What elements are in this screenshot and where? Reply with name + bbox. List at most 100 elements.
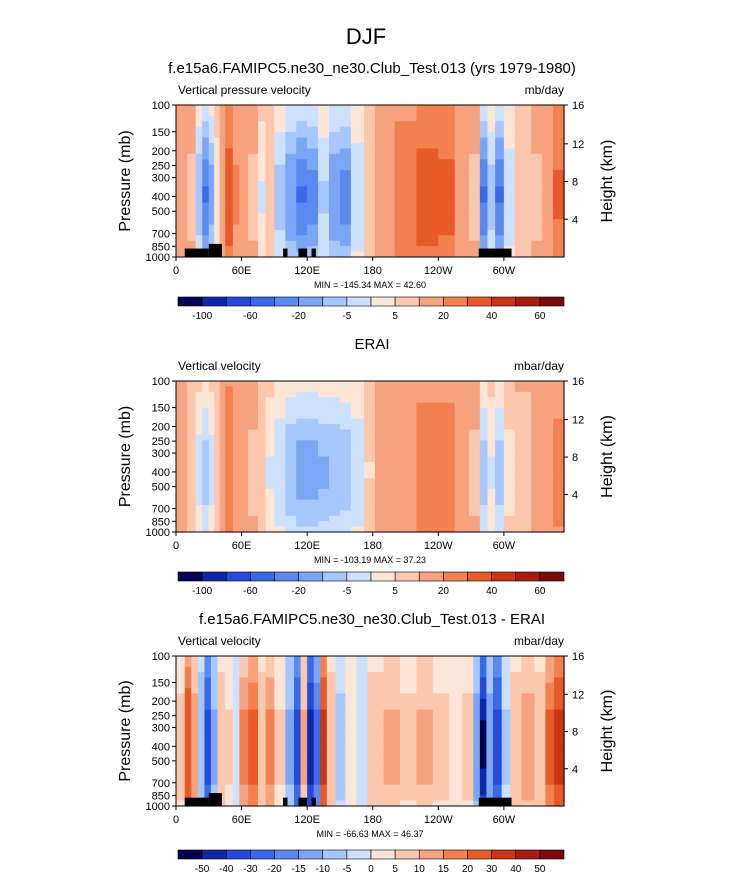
colorbar-label: -5 <box>342 864 351 872</box>
colorbar-label: 20 <box>462 864 474 872</box>
field-cell <box>296 202 308 209</box>
field-cell <box>545 741 555 748</box>
field-cell <box>468 499 481 506</box>
field-cell <box>265 693 275 700</box>
field-cell <box>503 213 516 220</box>
field-cell <box>214 219 221 226</box>
field-cell <box>492 763 503 770</box>
field-cell <box>274 386 286 393</box>
field-cell <box>186 391 197 398</box>
field-cell <box>510 789 522 796</box>
field-cell <box>438 121 456 128</box>
field-cell <box>191 693 199 700</box>
field-cell <box>217 714 226 721</box>
field-cell <box>318 440 330 447</box>
field-cell <box>186 488 197 495</box>
field-cell <box>514 526 532 533</box>
field-cell <box>514 132 532 139</box>
field-cell <box>186 505 197 512</box>
field-cell <box>214 478 221 485</box>
field-cell <box>367 720 385 727</box>
field-cell <box>510 656 522 662</box>
field-cell <box>265 229 275 236</box>
field-cell <box>326 666 337 673</box>
field-cell <box>186 494 197 501</box>
field-cell <box>350 143 365 150</box>
field-cell <box>239 499 249 506</box>
field-cell <box>232 693 240 700</box>
field-cell <box>514 175 532 182</box>
field-cell <box>400 698 418 705</box>
field-cell <box>335 768 347 775</box>
field-cell <box>225 110 234 117</box>
field-cell <box>248 202 259 209</box>
field-cell <box>184 666 192 673</box>
field-cell <box>191 789 199 796</box>
height-tick-label: 12 <box>572 139 584 151</box>
field-cell <box>394 148 418 155</box>
field-cell <box>400 661 418 668</box>
field-cell <box>300 768 308 775</box>
field-cell <box>176 121 188 128</box>
field-cell <box>239 661 249 668</box>
field-cell <box>501 773 512 780</box>
field-cell <box>531 515 543 522</box>
field-cell <box>438 467 456 474</box>
field-cell <box>214 115 221 122</box>
field-cell <box>204 752 212 759</box>
field-cell <box>313 757 321 764</box>
field-cell <box>339 251 352 258</box>
field-cell <box>542 467 554 474</box>
field-cell <box>363 451 376 458</box>
field-cell <box>339 456 352 463</box>
field-cell <box>416 672 434 679</box>
field-cell <box>479 159 489 166</box>
field-cell <box>195 488 203 495</box>
field-cell <box>313 741 321 748</box>
field-cell <box>232 714 240 721</box>
field-cell <box>542 197 554 204</box>
field-cell <box>176 148 188 155</box>
field-cell <box>510 661 522 668</box>
field-cell <box>208 488 215 495</box>
field-cell <box>394 181 418 188</box>
field-cell <box>208 461 215 468</box>
field-cell <box>545 779 555 786</box>
field-cell <box>197 666 206 673</box>
field-cell <box>438 434 456 441</box>
field-cell <box>553 478 565 485</box>
field-cell <box>320 672 328 679</box>
field-cell <box>374 488 396 495</box>
field-cell <box>274 709 286 716</box>
field-cell <box>300 661 308 668</box>
field-cell <box>416 736 434 743</box>
field-cell <box>479 381 489 387</box>
field-cell <box>394 213 418 220</box>
field-cell <box>335 672 347 679</box>
field-cell <box>553 121 565 128</box>
field-cell <box>285 208 297 215</box>
field-cell <box>186 434 197 441</box>
field-cell <box>432 709 450 716</box>
field-cell <box>265 656 275 662</box>
field-cell <box>318 235 330 242</box>
field-cell <box>486 736 494 743</box>
field-cell <box>318 224 330 231</box>
pressure-tick-label: 400 <box>152 741 170 753</box>
field-cell <box>232 191 240 198</box>
units-label: mbar/day <box>514 359 564 373</box>
field-cell <box>329 451 341 458</box>
field-cell <box>495 240 505 247</box>
colorbar-label: -100 <box>192 586 212 597</box>
field-cell <box>197 672 206 679</box>
field-cell <box>320 773 328 780</box>
field-cell <box>307 137 319 144</box>
field-cell <box>186 418 197 425</box>
field-cell <box>307 483 319 490</box>
field-cell <box>239 521 249 528</box>
field-cell <box>232 456 240 463</box>
field-cell <box>232 472 240 479</box>
field-cell <box>239 526 249 533</box>
longitude-ticks: 0 60E 120E 180 120W 60W <box>173 532 516 552</box>
field-cell <box>486 779 494 786</box>
